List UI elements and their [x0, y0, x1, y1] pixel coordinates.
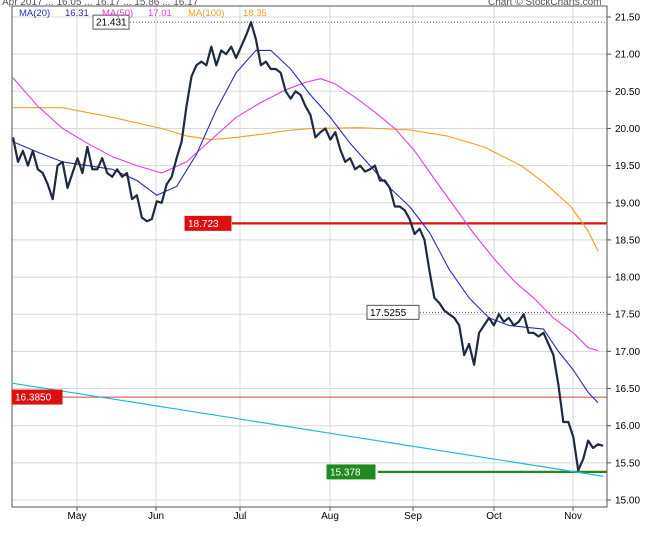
x-tick-label-nov: Nov	[564, 511, 582, 522]
y-tick-label-12: 15.50	[615, 458, 640, 469]
y-tick-label-4: 19.50	[615, 161, 640, 172]
axes: 21.50 21.00 20.50 20.00 19.50 19.00 18.50 18.00…	[11, 5, 640, 522]
resistance-tag-box	[184, 215, 232, 231]
series-line-ma-100	[13, 107, 599, 252]
ma50-legend-label: MA(50)	[102, 8, 133, 19]
ma20-legend-label: MA(20)	[19, 8, 50, 19]
trend-line	[12, 382, 604, 477]
y-tick-label-2: 20.50	[615, 87, 640, 98]
resistance-tag-label: 18.723	[188, 219, 219, 230]
plot-frame	[11, 5, 608, 508]
support-tag-box	[11, 389, 63, 405]
high-price-tag-box	[92, 14, 130, 30]
series-lines	[11, 21, 604, 472]
header-left: Apr 2017 ... 16.05 ... 16.17 ... 15.86 .…	[2, 0, 199, 8]
dotted-level-tag-label: 17.5255	[370, 308, 407, 319]
green-support-tag-box	[326, 464, 376, 480]
y-tick-label-1: 21.00	[615, 50, 640, 61]
y-tick-label-3: 20.00	[615, 124, 640, 135]
y-tick-label-5: 19.00	[615, 198, 640, 209]
annotation-labels: 21.431 18.723 17.5255 16.3850 15.378	[11, 14, 420, 480]
support-tag-label: 16.3850	[15, 393, 52, 404]
high-price-tag-label: 21.431	[96, 18, 127, 29]
ma100-legend-value: 18.35	[243, 8, 267, 19]
legend: Apr 2017 ... 16.05 ... 16.17 ... 15.86 .…	[2, 0, 602, 19]
series-line-ma-50	[12, 77, 599, 352]
x-tick-label-aug: Aug	[321, 511, 339, 522]
y-tick-label-7: 18.00	[615, 273, 640, 284]
y-tick-label-6: 18.50	[615, 235, 640, 246]
horizontal-lines	[12, 21, 607, 477]
ma100-legend-label: MA(100)	[188, 8, 224, 19]
y-tick-label-8: 17.50	[615, 310, 640, 321]
y-tick-label-13: 15.00	[615, 496, 640, 507]
plot-background	[12, 6, 607, 507]
y-tick-label-9: 17.00	[615, 347, 640, 358]
y-tick-label-11: 16.00	[615, 421, 640, 432]
y-tick-label-0: 21.50	[615, 13, 640, 24]
x-tick-label-sep: Sep	[404, 511, 422, 522]
x-tick-label-jun: Jun	[148, 511, 164, 522]
series-line-price	[11, 21, 604, 472]
dotted-level-tag-box	[366, 304, 420, 320]
x-tick-label-jul: Jul	[234, 511, 247, 522]
grid	[12, 6, 607, 507]
series-line-ma-20	[12, 49, 599, 404]
x-tick-label-may: May	[68, 511, 87, 522]
ma50-legend-value: 17.01	[148, 8, 172, 19]
green-support-tag-label: 15.378	[330, 467, 361, 478]
ma20-legend-value: 16.31	[65, 8, 89, 19]
y-tick-label-10: 16.50	[615, 384, 640, 395]
x-tick-label-oct: Oct	[486, 511, 502, 522]
header-right: Chart © StockCharts.com	[488, 0, 602, 8]
